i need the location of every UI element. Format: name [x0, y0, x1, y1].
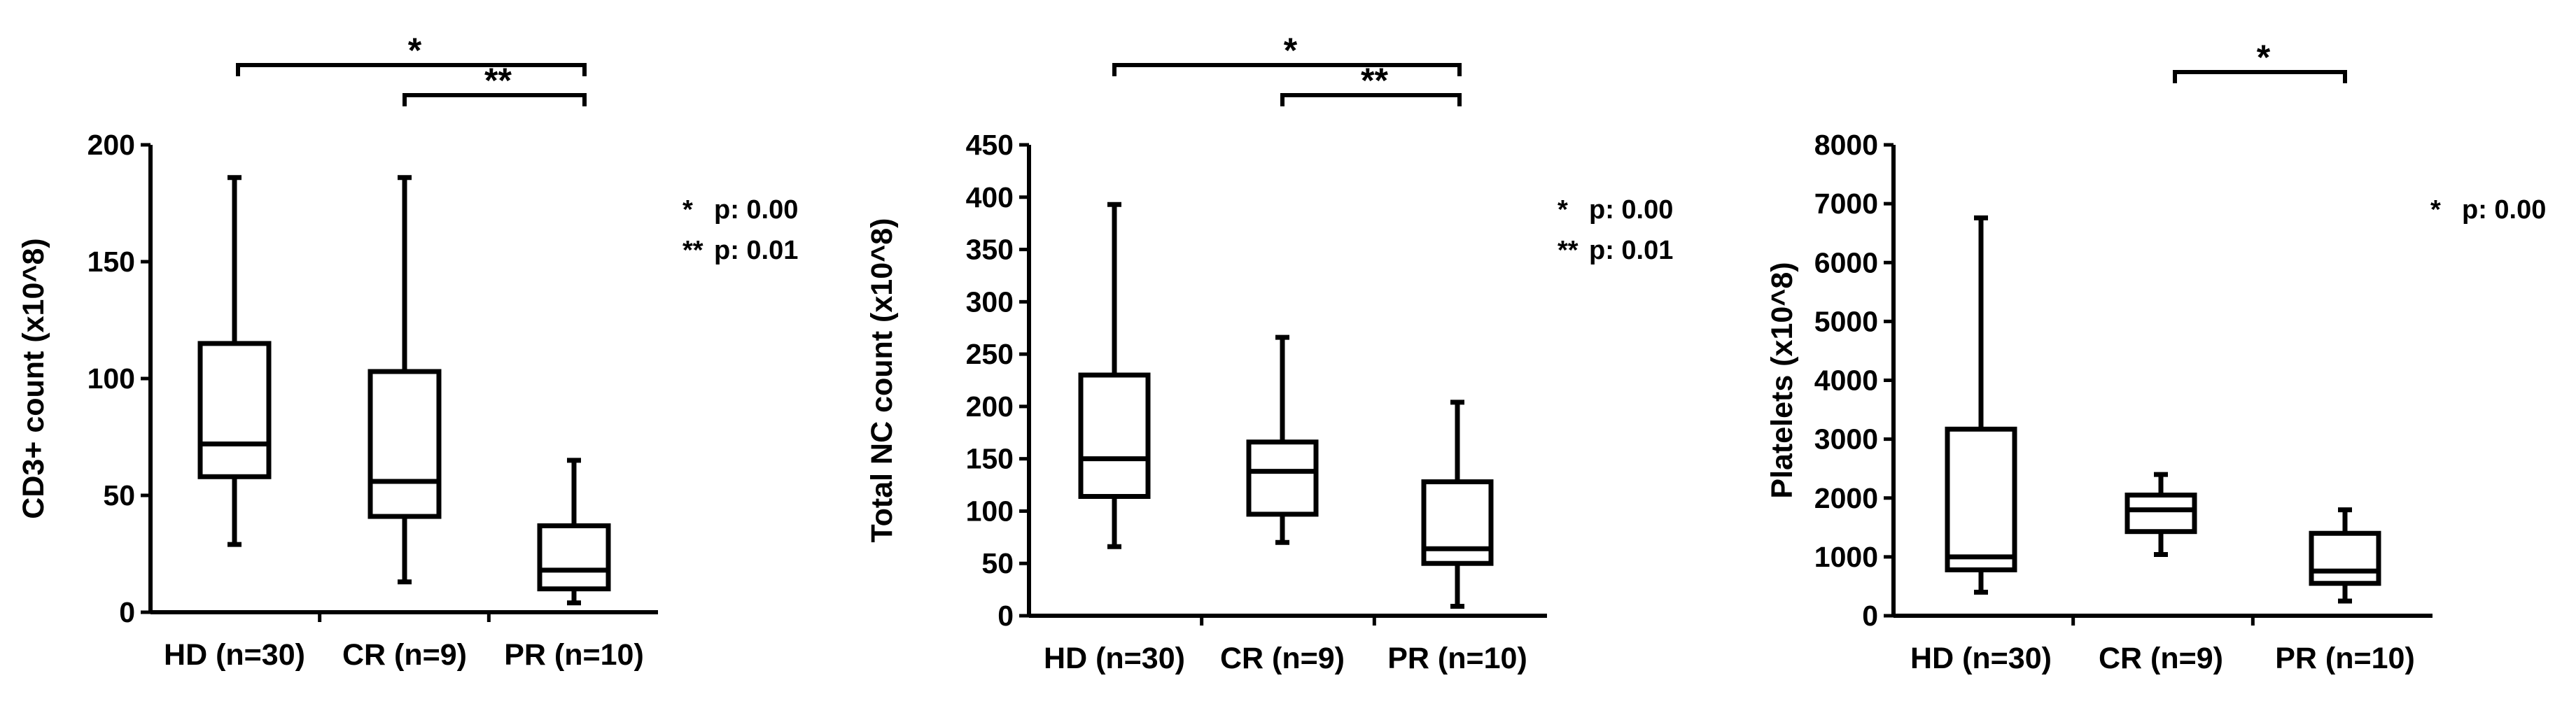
p-value-text: p: 0.00 [2462, 195, 2546, 225]
chart-3: 0 1000 2000 3000 4000 5000 6000 7000 8000 HD (n=3… [1765, 38, 2546, 675]
significance-bracket: ** [1280, 61, 1462, 106]
category-label: CR (n=9) [2099, 642, 2223, 675]
category-label: PR (n=10) [1387, 642, 1527, 675]
box-iqr [1421, 479, 1494, 566]
chart-1: 0 50 100 150 200 HD (n=30) CR (n=9) PR (n=10) CD… [17, 31, 798, 672]
y-tick-label: 350 [966, 234, 1014, 266]
significance-bracket: ** [402, 61, 587, 106]
box-iqr [1246, 439, 1319, 517]
bracket-label: * [2257, 38, 2271, 77]
category-label: CR (n=9) [342, 638, 467, 672]
y-tick-label: 150 [88, 246, 135, 278]
y-tick-label: 100 [966, 495, 1014, 527]
chart-2: 0 50 100 150 200 250 300 350 400 450 HD (n=30) CR (… [865, 31, 1673, 675]
y-axis-label: CD3+ count (x10^8) [17, 238, 50, 518]
box-2 [368, 175, 442, 585]
y-tick-label: 0 [997, 600, 1014, 632]
box-iqr [1078, 372, 1151, 500]
significance-bracket: * [1112, 31, 1462, 76]
p-value-note: * p: 0.00 [2430, 195, 2546, 225]
y-tick-label: 400 [966, 181, 1014, 213]
y-tick-label: 250 [966, 338, 1014, 370]
category-label: HD (n=30) [164, 638, 305, 672]
bracket-label: ** [1361, 61, 1388, 100]
box-1 [1078, 202, 1151, 549]
y-axis-label: Total NC count (x10^8) [865, 218, 899, 543]
p-value-text: p: 0.00 [1589, 195, 1673, 225]
y-tick-label: 150 [966, 443, 1014, 475]
box-iqr [2124, 493, 2197, 535]
significance-bracket: * [2173, 38, 2347, 83]
category-label: HD (n=30) [1910, 642, 2052, 675]
bracket-label: * [408, 31, 422, 70]
significance-bracket: * [236, 31, 587, 76]
y-tick-label: 300 [966, 285, 1014, 318]
box-1 [1945, 215, 2017, 595]
box-iqr [537, 523, 611, 592]
y-tick-label: 50 [103, 479, 135, 511]
y-tick-label: 0 [1862, 600, 1878, 632]
p-value-mark: * [1558, 195, 1568, 225]
box-iqr [2309, 530, 2381, 586]
p-value-text: p: 0.01 [1589, 236, 1673, 265]
box-3 [537, 458, 611, 606]
y-tick-label: 450 [966, 129, 1014, 161]
p-value-note: ** p: 0.01 [1558, 236, 1673, 265]
y-tick-label: 1000 [1814, 541, 1878, 573]
p-value-mark: ** [682, 236, 704, 265]
y-tick-label: 100 [88, 362, 135, 395]
category-label: HD (n=30) [1044, 642, 1185, 675]
p-value-text: p: 0.00 [714, 195, 798, 225]
y-tick-label: 200 [88, 129, 135, 161]
y-tick-label: 3000 [1814, 423, 1878, 456]
box-iqr [197, 341, 272, 479]
p-value-text: p: 0.01 [714, 236, 798, 265]
y-tick-label: 6000 [1814, 246, 1878, 278]
y-tick-label: 7000 [1814, 188, 1878, 220]
category-label: CR (n=9) [1220, 642, 1345, 675]
box-2 [1246, 334, 1319, 545]
box-iqr [368, 369, 442, 519]
category-label: PR (n=10) [2275, 642, 2415, 675]
y-tick-label: 5000 [1814, 305, 1878, 337]
category-label: PR (n=10) [504, 638, 644, 672]
y-axis-label: Platelets (x10^8) [1765, 262, 1799, 498]
bracket-label: * [1284, 31, 1298, 70]
p-value-mark: * [2430, 195, 2441, 225]
bracket-label: ** [484, 61, 512, 100]
p-value-note: ** p: 0.01 [682, 236, 798, 265]
box-3 [2309, 507, 2381, 604]
y-tick-label: 50 [981, 547, 1014, 579]
y-tick-label: 8000 [1814, 129, 1878, 161]
y-tick-label: 4000 [1814, 365, 1878, 397]
y-tick-label: 200 [966, 390, 1014, 423]
p-value-mark: ** [1558, 236, 1578, 265]
box-1 [197, 175, 272, 547]
box-2 [2124, 472, 2197, 558]
p-value-note: * p: 0.00 [1558, 195, 1673, 225]
y-tick-label: 0 [119, 596, 135, 628]
box-3 [1421, 400, 1494, 609]
y-tick-label: 2000 [1814, 482, 1878, 514]
box-iqr [1945, 426, 2017, 572]
p-value-note: * p: 0.00 [682, 195, 798, 225]
p-value-mark: * [682, 195, 693, 225]
